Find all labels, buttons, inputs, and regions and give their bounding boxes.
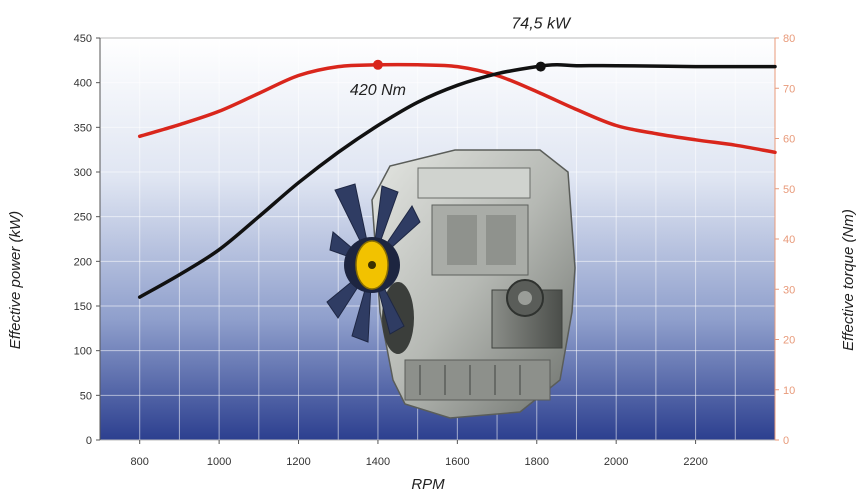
- left-tick-label: 300: [74, 167, 92, 179]
- left-tick-label: 200: [74, 256, 92, 268]
- right-tick-label: 10: [783, 385, 795, 397]
- annotation-marker: [535, 61, 546, 72]
- x-tick-label: 1200: [286, 456, 310, 468]
- right-tick-label: 80: [783, 33, 795, 45]
- x-tick-label: 800: [131, 456, 149, 468]
- left-axis-title: Effective power (kW): [7, 211, 24, 349]
- left-tick-label: 350: [74, 122, 92, 134]
- x-tick-label: 2000: [604, 456, 628, 468]
- annotation-marker: [372, 59, 383, 70]
- engine-illustration: [326, 149, 576, 419]
- right-tick-label: 0: [783, 435, 789, 447]
- x-tick-label: 1000: [207, 456, 231, 468]
- right-axis-title: Effective torque (Nm): [840, 209, 857, 351]
- right-tick-label: 20: [783, 335, 795, 347]
- x-axis-title: RPM: [411, 476, 445, 493]
- right-tick-label: 60: [783, 134, 795, 146]
- annotation-label-power: 74,5 kW: [511, 16, 572, 33]
- right-tick-label: 70: [783, 83, 795, 95]
- power-curve: [137, 63, 777, 299]
- left-tick-label: 50: [80, 390, 92, 402]
- right-ticks: 0 10 20 30 40 50 60 70 80: [775, 33, 795, 447]
- x-ticks: 800 1000 1200 1400 1600 1800 2000 2200: [131, 440, 708, 468]
- left-tick-label: 100: [74, 346, 92, 358]
- annotation-layer: 420 Nm 74,5 kW: [350, 16, 572, 99]
- left-tick-label: 150: [74, 301, 92, 313]
- torque-curve: [137, 62, 777, 155]
- left-tick-label: 400: [74, 78, 92, 90]
- left-tick-label: 450: [74, 33, 92, 45]
- right-tick-label: 50: [783, 184, 795, 196]
- left-ticks: 0 50 100 150 200 250 300 350 400 450: [74, 33, 100, 447]
- x-tick-label: 1800: [525, 456, 549, 468]
- right-tick-label: 30: [783, 284, 795, 296]
- x-tick-label: 1400: [366, 456, 390, 468]
- right-tick-label: 40: [783, 234, 795, 246]
- left-tick-label: 0: [86, 435, 92, 447]
- series-layer: [137, 62, 777, 299]
- left-tick-label: 250: [74, 212, 92, 224]
- x-tick-label: 2200: [683, 456, 707, 468]
- annotation-label-torque: 420 Nm: [350, 82, 406, 99]
- x-tick-label: 1600: [445, 456, 469, 468]
